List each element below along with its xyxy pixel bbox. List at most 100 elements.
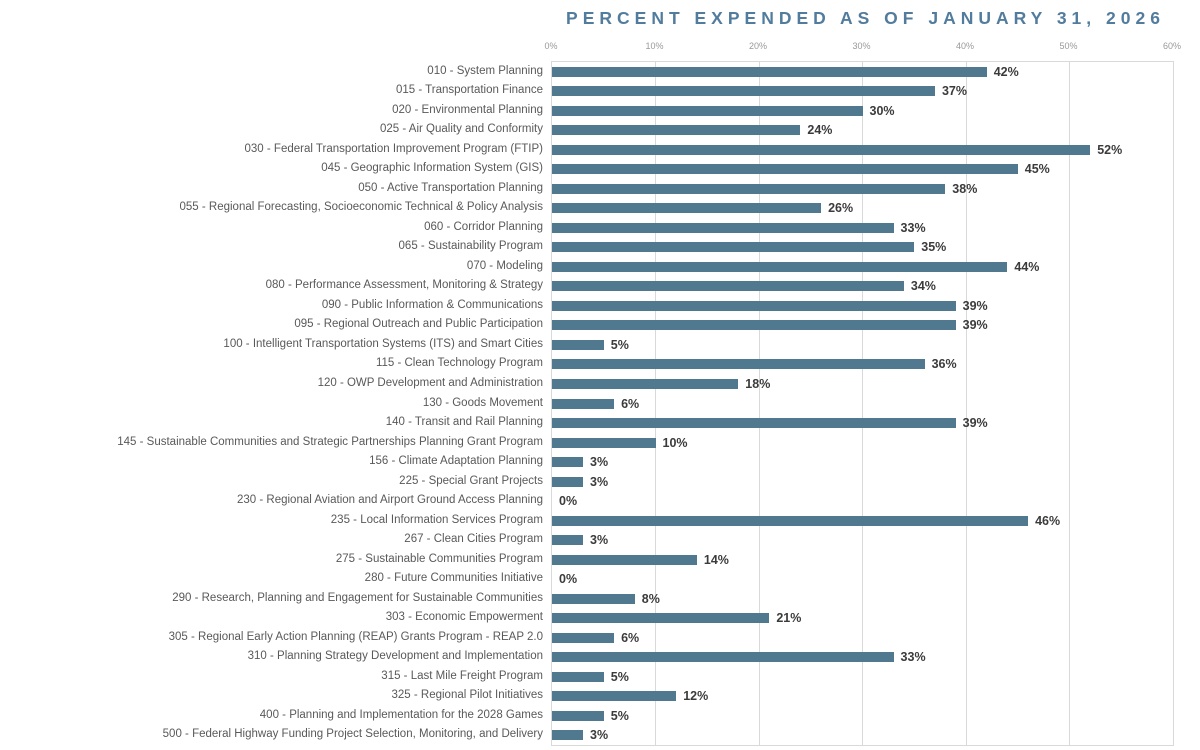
bar [552,398,615,409]
category-label: 095 - Regional Outreach and Public Parti… [294,318,543,331]
gridline [758,62,760,745]
category-label: 050 - Active Transportation Planning [358,181,543,194]
plot-area: 42% 37% 30% 24% 52% 45% 38% 26% 33% 35% 44% 34% 39% 3… [551,61,1174,746]
value-label: 39% [962,318,988,333]
category-label: 230 - Regional Aviation and Airport Grou… [236,494,543,507]
category-label: 060 - Corridor Planning [424,220,543,233]
x-axis-tick: 30% [852,41,871,51]
bar [552,242,915,253]
bar [552,144,1091,155]
value-label: 24% [807,123,833,138]
value-label: 5% [610,708,629,723]
category-label: 267 - Clean Cities Program [404,533,543,546]
value-label: 5% [610,337,629,352]
category-label: 305 - Regional Early Action Planning (RE… [168,630,543,643]
value-label: 3% [590,455,609,470]
value-label: 39% [962,298,988,313]
bar [552,125,801,136]
value-label: 6% [621,396,640,411]
category-label: 235 - Local Information Services Program [330,513,543,526]
value-label: 12% [683,689,709,704]
bar [552,671,604,682]
category-label: 020 - Environmental Planning [392,103,543,116]
category-label: 303 - Economic Empowerment [385,611,543,624]
x-axis-tick: 60% [1162,41,1182,51]
bar [552,632,615,643]
value-label: 30% [869,103,895,118]
bar [552,203,822,214]
bar [552,593,635,604]
bar [552,710,604,721]
value-label: 10% [662,435,688,450]
bar [552,222,894,233]
chart-title: PERCENT EXPENDED AS OF JANUARY 31, 2026 [566,8,1165,28]
bar [552,457,584,468]
category-label: 225 - Special Grant Projects [399,474,543,487]
bar [552,437,656,448]
value-label: 3% [590,533,609,548]
value-label: 14% [703,552,729,567]
category-label: 310 - Planning Strategy Development and … [247,650,543,663]
bar [552,476,584,487]
value-label: 39% [962,416,988,430]
value-label: 21% [776,611,802,626]
category-label: 400 - Planning and Implementation for th… [259,708,543,721]
value-label: 33% [900,220,926,235]
gridline [862,62,863,745]
value-label: 26% [828,201,854,216]
bar [552,281,904,292]
bar [552,691,677,702]
value-label: 36% [931,357,957,372]
bar [552,86,935,97]
category-label: 275 - Sustainable Communities Program [335,552,543,565]
category-label: 065 - Sustainability Program [398,240,543,253]
bar [552,554,697,565]
bar [552,730,584,741]
category-label: 055 - Regional Forecasting, Socioeconomi… [179,201,543,214]
value-label: 35% [921,240,947,255]
x-axis-tick: 40% [955,41,975,51]
bar [552,613,770,624]
bar [552,261,1008,272]
x-axis-tick: 10% [645,41,664,51]
gridline [1069,62,1070,745]
category-label: 010 - System Planning [427,64,543,77]
x-axis-tick: 0% [544,41,558,51]
category-label: 130 - Goods Movement [422,396,543,409]
bar [552,535,584,546]
value-label: 46% [1035,513,1061,528]
category-label: 325 - Regional Pilot Initiatives [391,689,544,702]
value-label: 34% [910,279,936,294]
gridline [655,62,656,745]
category-label: 070 - Modeling [466,259,543,272]
x-axis-tick: 50% [1059,41,1078,51]
category-label: 080 - Performance Assessment, Monitoring… [265,279,543,292]
bar [552,515,1029,526]
category-label: 090 - Public Information & Communication… [321,298,543,311]
value-label: 52% [1097,142,1123,157]
value-label: 18% [745,376,771,391]
category-label: 100 - Intelligent Transportation Systems… [223,337,543,350]
value-label: 42% [993,64,1019,79]
bar [552,105,863,116]
value-label: 6% [621,630,640,645]
value-label: 3% [590,474,609,489]
category-label: 120 - OWP Development and Administration [317,376,543,389]
bar [552,652,894,663]
value-label: 5% [610,669,629,684]
category-label: 156 - Climate Adaptation Planning [369,455,543,468]
category-label: 315 - Last Mile Freight Program [381,669,543,682]
gridline [965,62,967,745]
category-label: 030 - Federal Transportation Improvement… [244,142,543,155]
category-label: 115 - Clean Technology Program [375,357,543,370]
bar [552,320,956,331]
category-label: 500 - Federal Highway Funding Project Se… [162,728,543,741]
value-label: 38% [952,181,978,196]
value-label: 0% [559,494,578,509]
category-label: 025 - Air Quality and Conformity [380,123,543,136]
value-label: 0% [559,572,578,587]
value-label: 44% [1014,259,1040,274]
bar [552,359,925,370]
bar [552,418,956,428]
